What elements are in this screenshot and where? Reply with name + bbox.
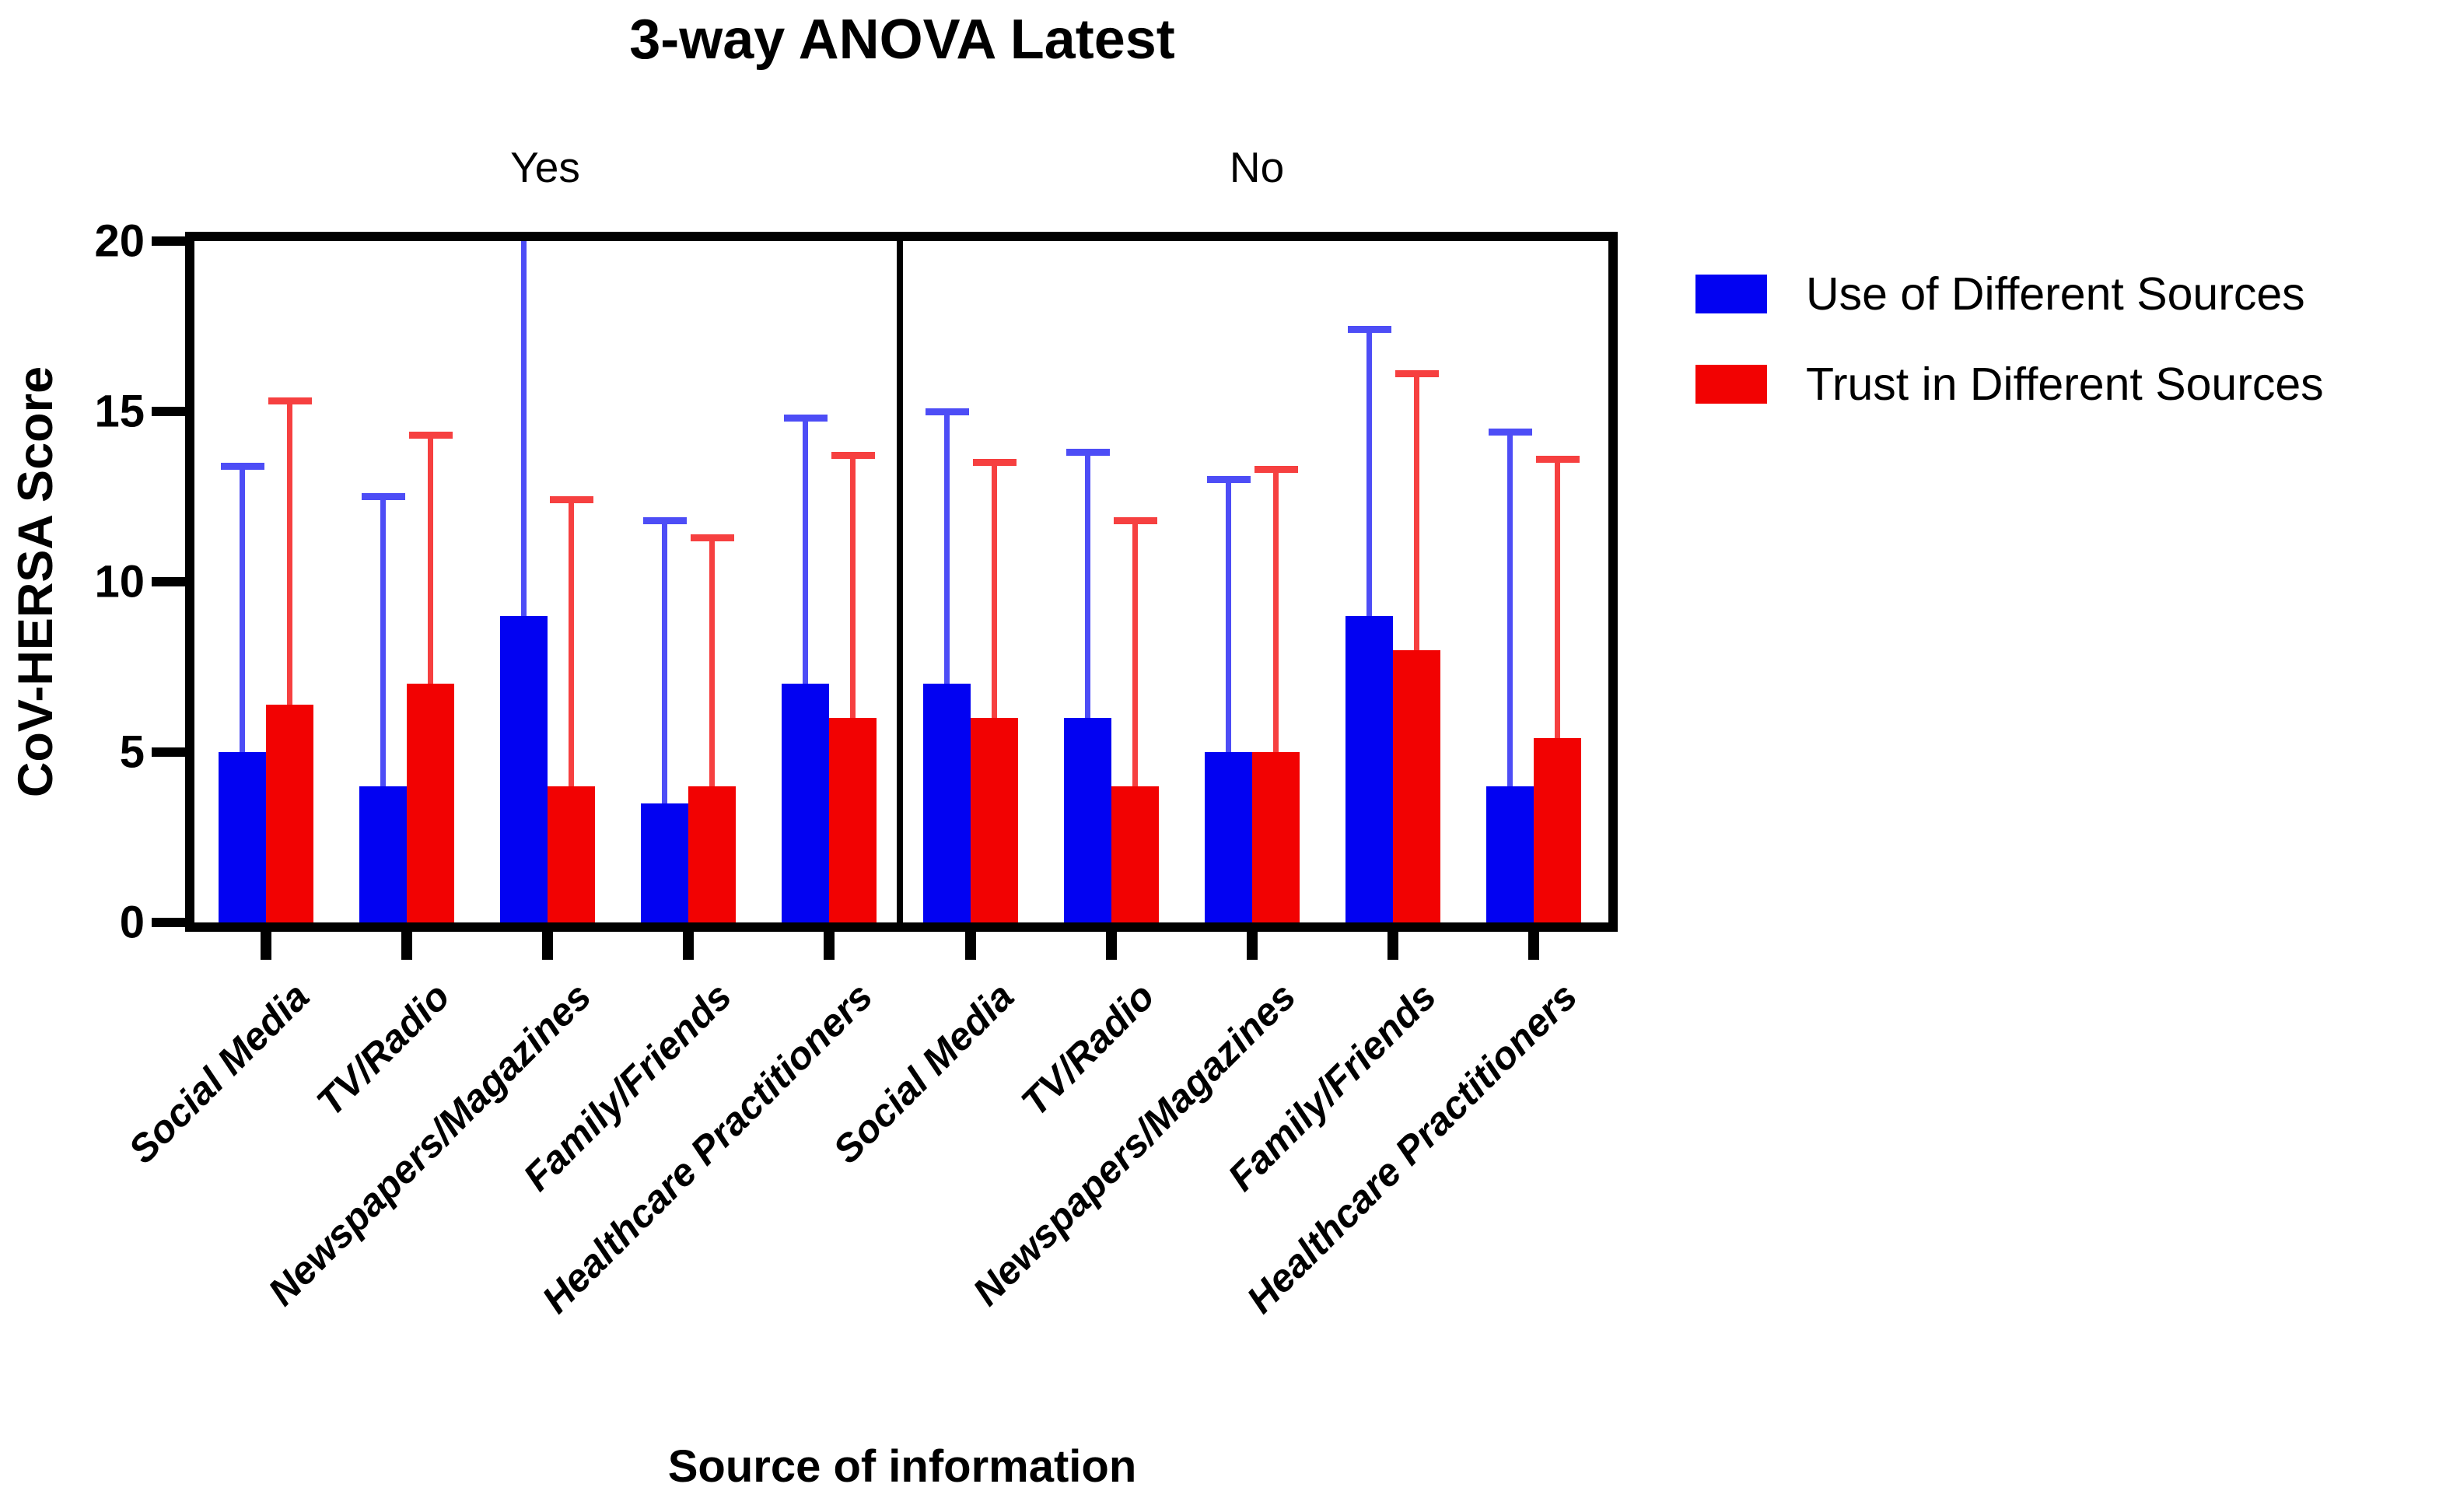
error-bar-use xyxy=(380,496,386,786)
y-tick-label: 20 xyxy=(94,215,145,267)
error-bar-use xyxy=(1366,329,1372,616)
bar-use-of-sources xyxy=(1064,718,1111,922)
error-bar-trust xyxy=(709,537,715,786)
x-category-label: Social Media xyxy=(120,974,318,1172)
x-tick-mark xyxy=(1387,927,1398,960)
error-bar-use xyxy=(240,466,245,752)
y-tick-mark xyxy=(152,407,194,416)
bar-trust-in-sources xyxy=(548,786,595,922)
bar-use-of-sources xyxy=(219,752,266,922)
bar-use-of-sources xyxy=(1205,752,1252,922)
bar-trust-in-sources xyxy=(1111,786,1159,922)
bar-use-of-sources xyxy=(359,786,407,922)
error-bar-use xyxy=(1226,479,1231,752)
bar-use-of-sources xyxy=(641,803,688,922)
error-cap-trust xyxy=(268,397,312,405)
error-cap-use xyxy=(361,493,405,500)
x-tick-mark xyxy=(261,927,271,960)
chart-title: 3-way ANOVA Latest xyxy=(629,9,1175,71)
legend-label-trust: Trust in Different Sources xyxy=(1806,359,2324,410)
error-cap-trust xyxy=(1535,455,1580,463)
error-cap-trust xyxy=(1394,370,1439,378)
bar-trust-in-sources xyxy=(266,704,313,922)
error-cap-use xyxy=(1206,476,1251,484)
error-bar-trust xyxy=(1273,469,1279,752)
error-cap-use xyxy=(642,516,687,524)
bar-trust-in-sources xyxy=(407,684,454,922)
error-bar-use xyxy=(662,520,667,803)
error-bar-trust xyxy=(569,499,574,786)
y-tick-mark xyxy=(152,918,194,927)
error-bar-trust xyxy=(1555,459,1560,739)
bar-use-of-sources xyxy=(500,615,548,922)
error-bar-use xyxy=(1507,432,1513,786)
bar-use-of-sources xyxy=(1345,615,1393,922)
x-tick-mark xyxy=(824,927,835,960)
error-cap-trust xyxy=(690,534,734,541)
error-bar-trust xyxy=(428,435,433,684)
x-category-label: TV/Radio xyxy=(308,974,459,1125)
error-cap-use xyxy=(783,415,828,422)
error-cap-use xyxy=(220,462,264,470)
bar-trust-in-sources xyxy=(1252,752,1300,922)
y-tick-label: 10 xyxy=(94,556,145,607)
x-tick-mark xyxy=(1106,927,1117,960)
error-bar-trust xyxy=(1414,373,1419,650)
bar-trust-in-sources xyxy=(688,786,736,922)
bar-trust-in-sources xyxy=(829,718,877,922)
panel-label-no: No xyxy=(1229,143,1285,191)
error-bar-use xyxy=(944,411,950,684)
error-cap-use xyxy=(1347,326,1391,334)
legend-item-trust: Trust in Different Sources xyxy=(1695,358,2324,411)
error-cap-trust xyxy=(831,452,875,460)
x-tick-mark xyxy=(1247,927,1258,960)
x-category-label: TV/Radio xyxy=(1013,974,1164,1125)
error-cap-trust xyxy=(1113,516,1157,524)
error-bar-trust xyxy=(850,455,856,719)
x-tick-mark xyxy=(1528,927,1539,960)
error-bar-trust xyxy=(287,401,292,705)
x-axis-title: Source of information xyxy=(667,1441,1137,1492)
y-tick-label: 0 xyxy=(119,897,145,948)
error-cap-trust xyxy=(1254,465,1298,473)
y-tick-mark xyxy=(152,236,194,246)
error-bar-use xyxy=(803,418,808,684)
panel-divider xyxy=(897,241,903,922)
bar-use-of-sources xyxy=(1486,786,1534,922)
error-cap-use xyxy=(1066,449,1110,457)
y-tick-label: 15 xyxy=(94,386,145,437)
y-tick-mark xyxy=(152,747,194,757)
bar-use-of-sources xyxy=(782,684,829,922)
error-cap-use xyxy=(925,408,969,415)
y-tick-mark xyxy=(152,577,194,586)
error-cap-trust xyxy=(972,459,1017,467)
x-tick-mark xyxy=(683,927,694,960)
x-tick-mark xyxy=(401,927,412,960)
error-cap-use xyxy=(1488,428,1532,436)
legend-label-use: Use of Different Sources xyxy=(1806,268,2305,320)
bar-trust-in-sources xyxy=(971,718,1018,922)
x-tick-mark xyxy=(965,927,976,960)
error-bar-use xyxy=(1085,452,1090,719)
error-bar-trust xyxy=(992,462,997,719)
y-tick-label: 5 xyxy=(119,726,145,778)
x-tick-mark xyxy=(542,927,553,960)
legend-item-use: Use of Different Sources xyxy=(1695,268,2305,320)
legend-swatch-use-icon xyxy=(1695,275,1767,313)
error-cap-trust xyxy=(408,432,453,439)
bar-trust-in-sources xyxy=(1534,738,1581,922)
bar-trust-in-sources xyxy=(1393,649,1440,922)
error-bar-trust xyxy=(1132,520,1138,786)
panel-label-yes: Yes xyxy=(510,143,580,191)
legend-swatch-trust-icon xyxy=(1695,365,1767,404)
bar-use-of-sources xyxy=(923,684,971,922)
error-bar-use xyxy=(521,241,527,616)
error-cap-trust xyxy=(549,496,593,504)
